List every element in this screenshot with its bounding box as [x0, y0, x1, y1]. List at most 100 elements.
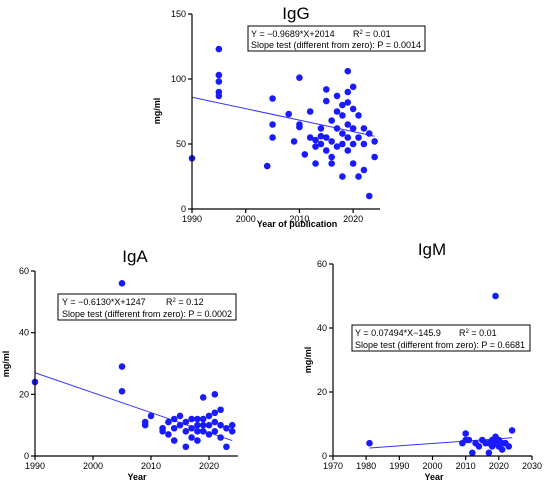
data-point — [290, 138, 298, 145]
data-point — [344, 88, 352, 96]
chart-igg: IgG mg/ml Year of publication 0 50 100 150 1… — [152, 4, 426, 229]
data-point — [188, 415, 195, 423]
x-tick-label: 1990 — [25, 461, 45, 471]
annotation-box — [247, 25, 426, 52]
data-point — [328, 160, 335, 167]
data-point — [194, 437, 201, 444]
regression-line — [191, 96, 375, 137]
data-point — [469, 449, 476, 457]
data-point — [339, 101, 346, 109]
chart-title: IgM — [418, 240, 446, 259]
data-point — [312, 143, 319, 150]
y-tick-label: 20 — [317, 387, 327, 397]
data-point — [217, 421, 224, 429]
data-point — [339, 173, 346, 180]
axes — [34, 271, 238, 457]
y-tick-label: 40 — [317, 323, 327, 333]
y-tick-label: 60 — [19, 266, 29, 276]
data-point — [159, 428, 166, 435]
data-point — [199, 421, 207, 429]
data-point — [205, 412, 213, 420]
data-point — [366, 439, 373, 447]
data-point — [339, 112, 346, 119]
y-axis-label: mg/ml — [152, 98, 162, 125]
data-point — [296, 123, 303, 131]
data-point — [349, 125, 357, 132]
chart-title: IgG — [282, 4, 309, 23]
slope-test: Slope test (different from zero): P = 0.… — [62, 309, 232, 319]
data-point — [217, 406, 224, 414]
data-point — [301, 151, 309, 158]
y-tick-label: 0 — [322, 451, 327, 461]
data-point — [355, 112, 362, 119]
data-point — [349, 140, 357, 148]
data-point — [355, 134, 362, 141]
data-point — [344, 147, 352, 154]
data-point — [360, 140, 368, 148]
data-point — [322, 86, 330, 93]
data-point — [475, 443, 483, 450]
data-point — [199, 415, 207, 423]
data-point — [322, 147, 330, 154]
data-point — [328, 117, 335, 124]
data-point — [317, 132, 325, 140]
data-point — [176, 421, 184, 429]
data-point — [205, 421, 213, 429]
x-tick-label: 1980 — [356, 461, 376, 471]
data-point — [317, 125, 325, 132]
data-point — [223, 443, 230, 451]
data-point — [170, 424, 178, 432]
data-point — [188, 424, 195, 432]
tick-labels: 0 20 40 60 1990 2000 2010 2020 — [19, 266, 219, 471]
data-point — [333, 143, 341, 150]
data-point — [263, 162, 271, 170]
data-point — [371, 153, 378, 161]
data-point — [182, 418, 190, 426]
x-tick-label: 2000 — [236, 214, 256, 224]
data-point — [118, 363, 126, 370]
data-point — [194, 421, 201, 429]
data-point — [269, 121, 276, 128]
data-point — [217, 434, 224, 441]
x-axis-label: Year — [127, 472, 147, 482]
data-point — [317, 140, 325, 148]
data-point — [339, 130, 346, 137]
data-point — [182, 443, 190, 451]
data-point — [312, 136, 319, 144]
data-point — [492, 292, 499, 300]
data-point — [333, 125, 341, 132]
y-tick-label: 0 — [24, 451, 29, 461]
regression-equation: Y = −0.9689*X+2014 — [251, 29, 335, 39]
slope-test: Slope test (different from zero): P = 0.… — [251, 40, 421, 50]
r-squared: R2 = 0.01 — [459, 328, 497, 338]
x-tick-label: 2000 — [422, 461, 442, 471]
data-point — [296, 74, 303, 81]
data-point — [333, 92, 341, 100]
data-point — [485, 449, 493, 457]
data-point — [215, 78, 223, 85]
data-point — [211, 391, 219, 398]
data-point — [228, 421, 236, 429]
y-tick-label: 60 — [317, 259, 327, 269]
y-axis-label: mg/ml — [303, 347, 313, 374]
x-axis-label: Year — [424, 472, 444, 482]
data-points — [31, 280, 236, 451]
y-tick-label: 20 — [19, 389, 29, 399]
x-tick-label: 2010 — [456, 461, 476, 471]
data-point — [344, 99, 352, 106]
regression-line — [369, 437, 513, 449]
data-point — [211, 418, 219, 426]
data-point — [118, 280, 126, 287]
data-point — [215, 92, 223, 100]
tick-labels: 0 50 100 150 1990 2000 2010 2020 — [171, 9, 363, 224]
data-point — [360, 125, 368, 132]
tick-labels: 0 20 40 60 1970 1980 1990 2000 2010 2020 2030 — [317, 259, 542, 471]
x-tick-label: 2020 — [199, 461, 219, 471]
chart-igm: IgM mg/ml Year 0 20 40 60 1970 1980 1990 2000 20… — [303, 240, 542, 482]
data-point — [165, 418, 172, 426]
data-point — [465, 436, 473, 444]
data-point — [211, 428, 219, 435]
data-point — [349, 160, 357, 167]
data-point — [306, 108, 314, 115]
